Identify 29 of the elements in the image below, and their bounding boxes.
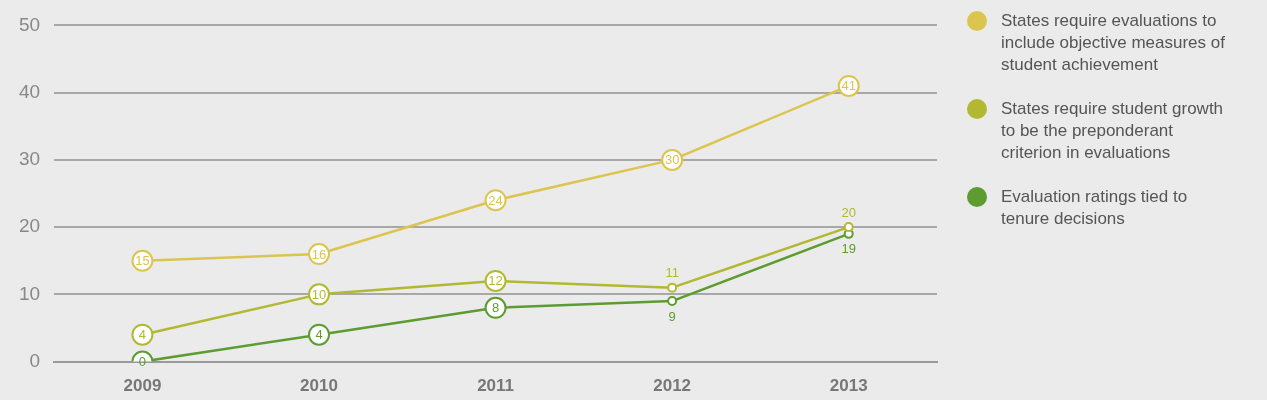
data-label: 15 — [135, 253, 150, 269]
x-tick-label: 2013 — [829, 376, 868, 396]
y-tick-label: 50 — [18, 13, 41, 35]
data-label: 41 — [841, 78, 856, 94]
data-label: 9 — [668, 308, 676, 324]
data-label: 12 — [488, 273, 503, 289]
data-label: 30 — [664, 152, 680, 168]
data-label: 4 — [315, 327, 323, 343]
data-label: 10 — [311, 286, 327, 302]
x-tick-label: 2010 — [300, 376, 338, 396]
y-tick-label: 30 — [18, 148, 41, 170]
legend-label: States require student growth to be the preponderant criterion in evaluations — [1001, 98, 1225, 164]
x-tick-label: 2011 — [477, 376, 515, 396]
x-tick-label: 2012 — [653, 376, 692, 396]
data-label: 11 — [665, 265, 679, 281]
x-tick-label: 2009 — [123, 376, 162, 396]
y-tick-label: 0 — [29, 349, 41, 371]
data-label: 16 — [311, 246, 327, 262]
data-label: 4 — [138, 327, 147, 343]
y-tick-label: 20 — [18, 215, 41, 237]
data-label: 19 — [841, 241, 856, 257]
legend-label: States require evaluations to include objective measures of student achievement — [1001, 10, 1226, 76]
y-tick-label: 40 — [18, 80, 41, 102]
data-label: 8 — [491, 300, 500, 316]
data-label: 0 — [138, 354, 147, 370]
data-label: 20 — [841, 204, 856, 220]
data-label: 24 — [488, 192, 503, 208]
legend-label: Evaluation ratings tied to tenure decisions — [1001, 186, 1189, 230]
y-tick-label: 10 — [18, 282, 41, 304]
